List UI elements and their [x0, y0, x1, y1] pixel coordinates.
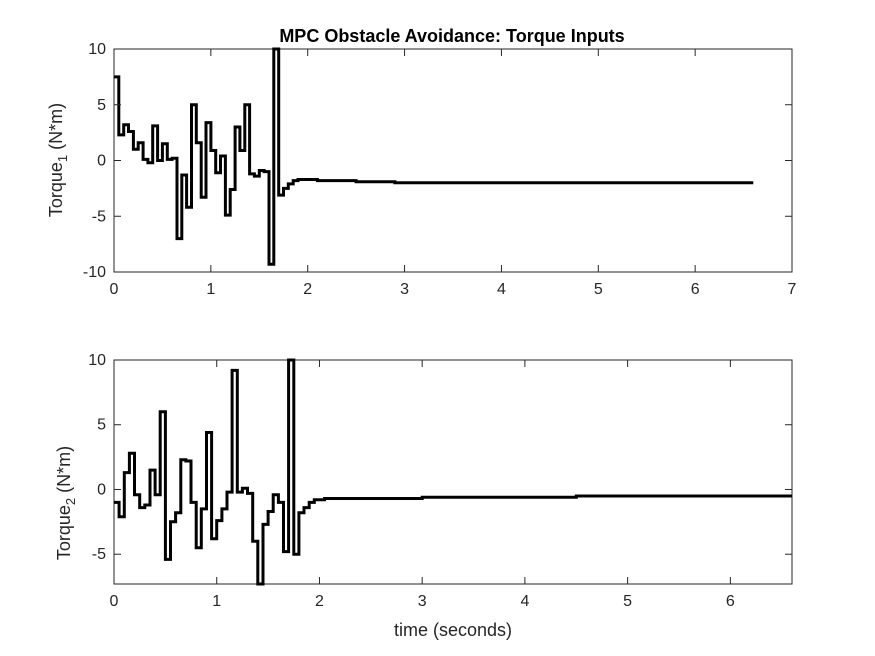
axes-bottom-xtick-label: 0: [110, 593, 119, 610]
axes-bottom-xtick-label: 1: [212, 593, 221, 610]
axes-top-xtick-label: 2: [303, 281, 312, 298]
axes-bottom-xtick-label: 4: [520, 593, 529, 610]
axes-top-xtick-label: 1: [206, 281, 215, 298]
axes-top-xtick-label: 6: [691, 281, 700, 298]
axes-bottom-xtick-label: 2: [315, 593, 324, 610]
axes-top: 0 1 2 3 4 5 6 7 -10 -5 0 5 10 Torque1 (N*m): [46, 41, 797, 298]
axes-bottom-ytick-label: 0: [97, 481, 106, 498]
axes-bottom-ytick-label: 10: [88, 352, 106, 369]
axes-top-ytick-label: -5: [92, 208, 106, 225]
axes-bottom-series-line-0: [114, 358, 792, 586]
axes-bottom-ytick-label: 5: [97, 417, 106, 434]
axes-bottom-box: [113, 359, 793, 585]
axes-top-ytick-label: -10: [83, 264, 106, 281]
chart-title: MPC Obstacle Avoidance: Torque Inputs: [279, 26, 624, 46]
axes-top-ytick-label: 5: [97, 97, 106, 114]
axes-bottom-ytick-label: -5: [92, 546, 106, 563]
axes-top-ylabel: Torque1 (N*m): [46, 103, 70, 217]
axes-top-ytick-label: 10: [88, 41, 106, 58]
axes-bottom-ylabel: Torque2 (N*m): [54, 446, 78, 560]
axes-top-xtick-label: 0: [110, 281, 119, 298]
axes-top-ytick-label: 0: [97, 153, 106, 170]
axes-bottom-xtick-label: 6: [726, 593, 735, 610]
axes-bottom-xtick-label: 5: [623, 593, 632, 610]
axes-bottom-xlabel: time (seconds): [394, 620, 512, 640]
axes-top-xtick-label: 3: [400, 281, 409, 298]
axes-top-xtick-label: 4: [497, 281, 506, 298]
axes-bottom: 0 1 2 3 4 5 6 -5 0 5 10 Torque2 (N*m) time (second…: [54, 352, 793, 640]
axes-top-series-line-0: [114, 47, 754, 266]
axes-top-xtick-label: 7: [788, 281, 797, 298]
axes-top-xtick-label: 5: [594, 281, 603, 298]
axes-bottom-xtick-label: 3: [418, 593, 427, 610]
axes-top-box: [113, 48, 793, 273]
